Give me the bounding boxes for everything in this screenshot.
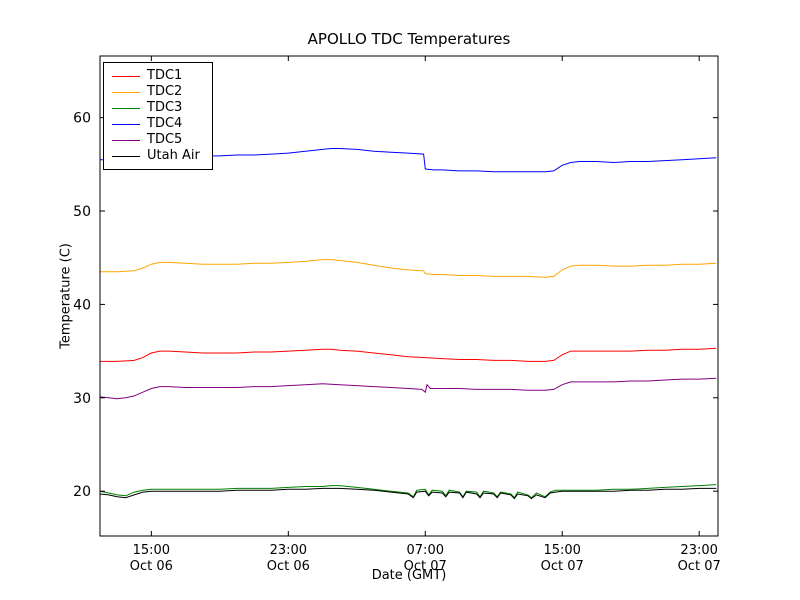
- legend-item: TDC1: [112, 68, 200, 84]
- legend-item: TDC3: [112, 100, 200, 116]
- axes-frame: [99, 55, 719, 537]
- legend: TDC1 TDC2 TDC3 TDC4 TDC5 Utah Air: [103, 62, 213, 170]
- x-tick-date: Oct 07: [678, 559, 721, 574]
- x-axis-label: Date (GMT): [371, 568, 447, 583]
- legend-item: TDC2: [112, 84, 200, 100]
- legend-item: TDC4: [112, 116, 200, 132]
- series-line-tdc2: [100, 259, 717, 278]
- legend-label: TDC4: [147, 116, 183, 131]
- y-tick-label: 20: [73, 484, 91, 500]
- x-tick-time: 23:00: [680, 543, 717, 558]
- legend-item: Utah Air: [112, 148, 200, 164]
- legend-line-swatch: [112, 139, 140, 141]
- x-tick-time: 15:00: [133, 543, 170, 558]
- x-tick-date: Oct 07: [541, 559, 584, 574]
- series-line-tdc3: [99, 484, 717, 499]
- x-tick-date: Oct 07: [404, 559, 447, 574]
- y-tick-label: 40: [73, 297, 91, 313]
- x-tick-date: Oct 06: [130, 559, 173, 574]
- legend-label: TDC3: [147, 100, 183, 115]
- series-line-tdc5: [99, 377, 717, 400]
- legend-line-swatch: [112, 107, 140, 109]
- y-tick-label: 60: [73, 111, 91, 127]
- legend-item: TDC5: [112, 132, 200, 148]
- legend-line-swatch: [112, 155, 140, 157]
- series-line-tdc1: [100, 347, 717, 362]
- y-tick-label: 30: [73, 391, 91, 407]
- chart-title: APOLLO TDC Temperatures: [307, 30, 511, 48]
- legend-label: Utah Air: [147, 148, 200, 163]
- legend-label: TDC5: [147, 132, 183, 147]
- legend-line-swatch: [112, 91, 140, 93]
- series-line-tdc4: [100, 148, 717, 173]
- legend-line-swatch: [112, 75, 140, 77]
- series-line-utah-air: [99, 487, 717, 500]
- x-tick-date: Oct 06: [267, 559, 310, 574]
- y-axis-label: Temperature (C): [58, 243, 74, 349]
- x-tick-time: 07:00: [407, 543, 444, 558]
- legend-line-swatch: [112, 123, 140, 125]
- legend-label: TDC2: [147, 84, 183, 99]
- legend-label: TDC1: [147, 68, 183, 83]
- x-tick-time: 23:00: [270, 543, 307, 558]
- y-tick-label: 50: [73, 204, 91, 220]
- x-tick-time: 15:00: [543, 543, 580, 558]
